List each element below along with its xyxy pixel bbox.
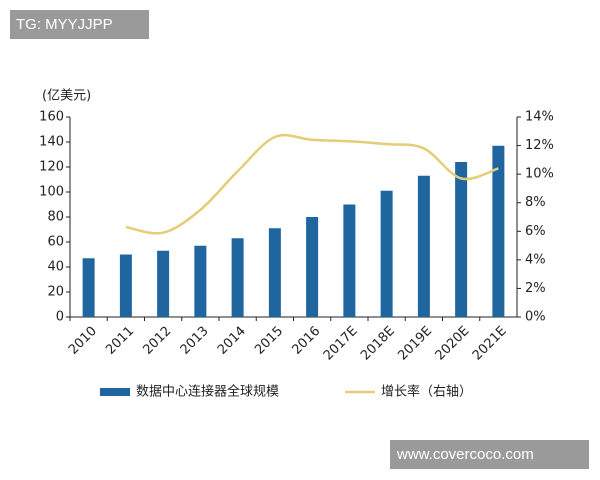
y-tick-label: 160	[39, 110, 64, 125]
x-tick-label: 2011	[103, 324, 137, 358]
y-tick-label: 120	[39, 160, 64, 175]
legend-swatch	[100, 388, 130, 396]
y-tick-label: 80	[47, 210, 64, 225]
y-axis-label: (亿美元)	[42, 89, 91, 104]
x-tick-label: 2016	[289, 324, 323, 358]
line	[125, 133, 499, 235]
x-tick-label: 2021E	[470, 324, 510, 364]
bar	[492, 145, 505, 317]
legend-label: 数据中心连接器全球规模	[136, 384, 279, 400]
x-tick-label: 2018E	[358, 324, 398, 364]
y2-tick-label: 8%	[525, 195, 546, 210]
bar	[306, 217, 319, 317]
watermark: TG: MYYJJPP	[16, 16, 113, 33]
x-tick-label: 2013	[178, 324, 212, 358]
x-tick-label: 2015	[252, 324, 286, 358]
watermark-box	[390, 440, 589, 469]
x-tick-label: 2017E	[321, 324, 361, 364]
bar	[194, 245, 207, 317]
bar	[119, 254, 132, 317]
x-tick-label: 2020E	[433, 324, 473, 364]
y-tick-label: 0	[56, 310, 64, 325]
legend-label: 增长率（右轴）	[381, 384, 472, 400]
y-tick-label: 100	[39, 185, 64, 200]
bar	[157, 250, 170, 317]
y-tick-label: 60	[47, 235, 64, 250]
bar	[231, 238, 244, 317]
bar	[417, 175, 430, 317]
y-tick-label: 40	[47, 260, 64, 275]
watermark: www.covercoco.com	[396, 446, 534, 463]
bar	[455, 162, 468, 317]
y2-tick-label: 2%	[525, 281, 546, 296]
y2-tick-label: 0%	[525, 310, 546, 325]
y2-tick-label: 14%	[525, 110, 554, 125]
y-tick-label: 20	[47, 285, 64, 300]
x-tick-label: 2012	[140, 324, 174, 358]
bar	[380, 190, 393, 317]
bar	[343, 204, 356, 317]
watermark-box	[10, 10, 149, 39]
x-tick-label: 2019E	[395, 324, 435, 364]
y2-tick-label: 10%	[525, 167, 554, 182]
y2-tick-label: 4%	[525, 252, 546, 267]
y-tick-label: 140	[39, 135, 64, 150]
x-tick-label: 2010	[66, 324, 100, 358]
x-tick-label: 2014	[215, 324, 249, 358]
y2-tick-label: 6%	[525, 224, 546, 239]
y2-tick-label: 12%	[525, 138, 554, 153]
bar	[268, 228, 281, 317]
bar	[82, 258, 95, 317]
